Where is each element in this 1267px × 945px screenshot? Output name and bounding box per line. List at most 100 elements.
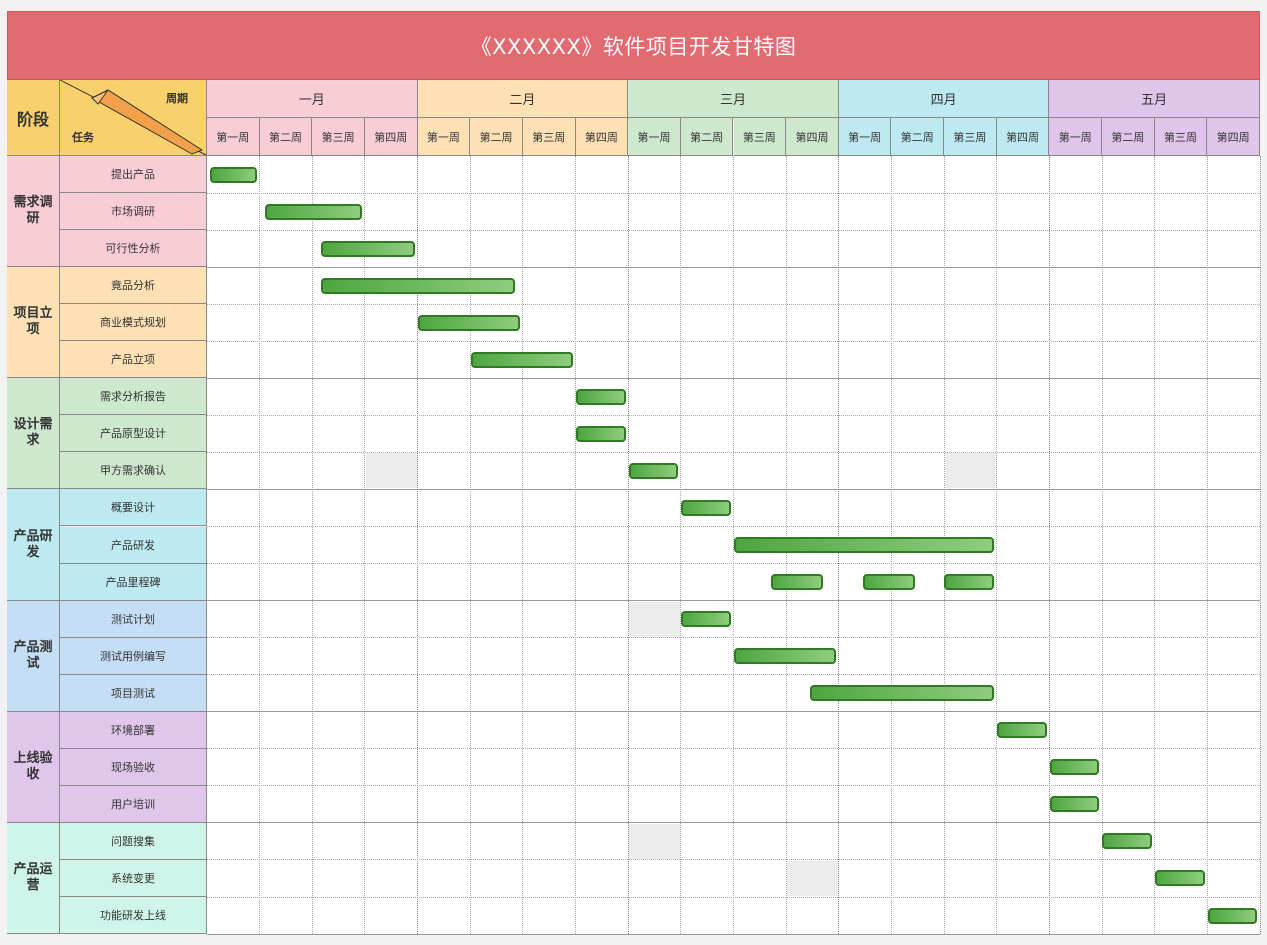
task-label: 概要设计 bbox=[60, 489, 207, 527]
task-label: 测试用例编写 bbox=[60, 637, 207, 675]
gantt-bar bbox=[1155, 870, 1205, 887]
grid-hline bbox=[207, 637, 1260, 639]
chart-title-text: 《XXXXXX》软件项目开发甘特图 bbox=[470, 34, 797, 59]
task-label: 问题搜集 bbox=[60, 822, 207, 860]
shaded-cell bbox=[365, 453, 417, 489]
task-label: 用户培训 bbox=[60, 785, 207, 823]
task-label: 竟品分析 bbox=[60, 267, 207, 305]
gantt-bar bbox=[733, 648, 837, 665]
grid-vline bbox=[996, 156, 998, 935]
gantt-bar bbox=[944, 574, 995, 591]
grid-hline bbox=[207, 674, 1260, 676]
week-header-cell: 第三周 bbox=[733, 118, 787, 156]
chart-title: 《XXXXXX》软件项目开发甘特图 bbox=[7, 11, 1260, 80]
grid-hline bbox=[207, 229, 1260, 231]
week-header-cell: 第四周 bbox=[1207, 118, 1260, 156]
week-header-cell: 第四周 bbox=[786, 118, 839, 156]
grid-hline bbox=[207, 600, 1260, 602]
grid-vline bbox=[733, 156, 734, 935]
gantt-bar bbox=[770, 574, 823, 591]
gantt-bar bbox=[1207, 907, 1258, 924]
phase-label: 需求调研 bbox=[7, 156, 60, 268]
grid-hline bbox=[207, 266, 1260, 268]
grid-hline bbox=[207, 563, 1260, 565]
shaded-cell bbox=[629, 823, 680, 859]
gantt-bar bbox=[862, 574, 916, 591]
grid-vline bbox=[1154, 156, 1156, 935]
task-label: 市场调研 bbox=[60, 193, 207, 231]
gantt-bar bbox=[1102, 833, 1153, 850]
grid-vline bbox=[1206, 156, 1208, 935]
week-header-cell: 第三周 bbox=[944, 118, 997, 156]
grid-vline bbox=[522, 156, 524, 935]
grid-hline bbox=[207, 822, 1260, 824]
week-header-cell: 第一周 bbox=[838, 118, 892, 156]
corner-header: 周期 任务 bbox=[60, 80, 207, 156]
grid-vline bbox=[417, 156, 419, 935]
gantt-bar bbox=[265, 203, 363, 220]
shaded-cell bbox=[787, 860, 838, 896]
task-label: 系统变更 bbox=[60, 859, 207, 897]
grid-vline bbox=[1048, 156, 1050, 935]
grid-vline bbox=[259, 156, 261, 935]
task-label: 产品原型设计 bbox=[60, 415, 207, 453]
grid-hline bbox=[207, 414, 1260, 416]
grid-hline bbox=[207, 303, 1260, 305]
grid-hline bbox=[207, 933, 1260, 935]
shaded-cell bbox=[629, 601, 680, 637]
week-header-cell: 第二周 bbox=[470, 118, 523, 156]
gantt-bar bbox=[810, 685, 995, 702]
gantt-bar bbox=[575, 425, 626, 442]
grid-vline bbox=[1259, 156, 1261, 935]
gantt-bar bbox=[320, 240, 415, 257]
phase-column-header: 阶段 bbox=[7, 80, 60, 156]
week-header-cell: 第三周 bbox=[312, 118, 365, 156]
week-header-cell: 第四周 bbox=[996, 118, 1050, 156]
grid-vline bbox=[364, 156, 366, 935]
grid-hline bbox=[207, 340, 1260, 342]
task-label: 甲方需求确认 bbox=[60, 452, 207, 490]
task-label: 提出产品 bbox=[60, 156, 207, 194]
task-label: 需求分析报告 bbox=[60, 378, 207, 416]
grid-hline bbox=[207, 526, 1260, 527]
grid-hline bbox=[207, 488, 1260, 490]
grid-vline bbox=[680, 156, 682, 935]
grid-vline bbox=[627, 156, 629, 935]
week-header-cell: 第二周 bbox=[891, 118, 945, 156]
month-header-cell: 三月 bbox=[628, 80, 839, 118]
month-header-cell: 五月 bbox=[1049, 80, 1260, 118]
gantt-bar bbox=[733, 537, 995, 554]
phase-label: 产品研发 bbox=[7, 489, 60, 601]
grid-hline bbox=[207, 748, 1260, 750]
month-header-cell: 四月 bbox=[838, 80, 1050, 118]
gantt-bar bbox=[417, 314, 521, 331]
task-label: 测试计划 bbox=[60, 600, 207, 638]
period-label: 周期 bbox=[166, 92, 188, 105]
grid-hline bbox=[207, 377, 1260, 379]
grid-vline bbox=[575, 156, 577, 935]
grid-hline bbox=[207, 711, 1260, 713]
grid-hline bbox=[207, 451, 1260, 453]
grid-hline bbox=[207, 785, 1260, 787]
task-label: 项目测试 bbox=[60, 674, 207, 712]
pencil-icon bbox=[60, 80, 207, 156]
phase-label: 上线验收 bbox=[7, 711, 60, 823]
month-header-cell: 二月 bbox=[417, 80, 629, 118]
task-label: 产品研发 bbox=[60, 526, 207, 564]
gantt-bar bbox=[1049, 759, 1100, 776]
grid-hline bbox=[207, 192, 1260, 194]
week-header-cell: 第二周 bbox=[1102, 118, 1155, 156]
task-label: 产品里程碑 bbox=[60, 563, 207, 601]
gantt-bar bbox=[681, 611, 731, 628]
shaded-cell bbox=[945, 453, 996, 489]
week-header-cell: 第一周 bbox=[628, 118, 681, 156]
week-header-cell: 第一周 bbox=[1049, 118, 1103, 156]
week-header-cell: 第四周 bbox=[364, 118, 418, 156]
gantt-bar bbox=[1049, 796, 1100, 813]
gantt-bar bbox=[628, 462, 679, 479]
phase-label: 设计需求 bbox=[7, 378, 60, 490]
month-header-cell: 一月 bbox=[207, 80, 418, 118]
week-header-cell: 第二周 bbox=[259, 118, 313, 156]
grid-vline bbox=[469, 156, 471, 935]
task-label: 产品立项 bbox=[60, 341, 207, 379]
